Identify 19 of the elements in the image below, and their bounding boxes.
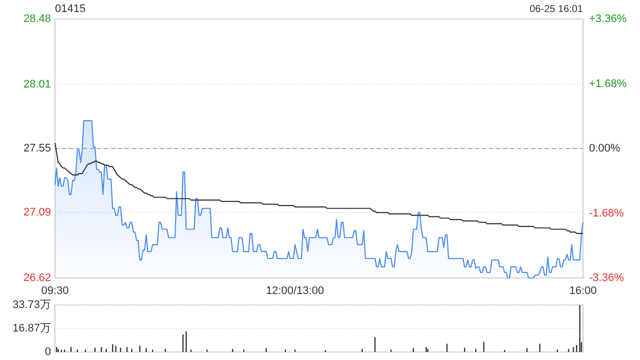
y-tick-label: 0 [44,346,51,358]
y-tick-label: 27.09 [23,206,51,219]
y2-tick-label: +3.36% [589,13,627,25]
y-tick-label: 27.55 [23,142,51,154]
y2-tick-label: -1.68% [589,207,624,220]
y-tick-label: 28.48 [23,13,51,25]
text: 06-25 16:01 [530,4,584,15]
y2-tick-label: 0.00% [589,142,620,154]
y-tick-label: 33.73万 [12,299,51,311]
y2-tick-label: -3.36% [589,272,624,284]
x-tick-label: 12:00/13:00 [266,285,324,297]
y-tick-label: 26.62 [23,272,51,284]
x-tick-label: 16:00 [569,285,597,297]
line-series [54,142,584,234]
y-tick-label: 16.87万 [12,322,51,334]
x-tick-label: 09:30 [41,285,69,297]
chart-title: 01415 [55,3,86,15]
y-tick-label: 28.01 [23,78,51,90]
y2-tick-label: +1.68% [589,78,627,90]
